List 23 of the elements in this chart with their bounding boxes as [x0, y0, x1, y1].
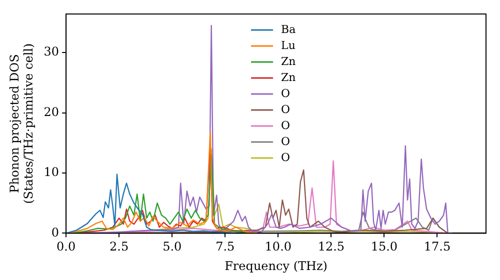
x-tick-label: 17.5 — [424, 240, 451, 254]
x-tick-label: 15.0 — [370, 240, 398, 254]
legend-label: O — [281, 102, 290, 116]
legend-label: O — [281, 150, 290, 164]
x-tick-label: 0.0 — [56, 240, 76, 254]
legend-label: O — [281, 86, 290, 100]
legend-label: O — [281, 134, 290, 148]
legend-label: Lu — [281, 38, 296, 52]
y-tick-label: 10 — [44, 165, 60, 180]
y-tick-label: 30 — [44, 44, 60, 59]
legend-label: Zn — [281, 54, 296, 68]
x-tick-label: 2.5 — [110, 240, 129, 254]
x-axis-title: Frequency (THz) — [224, 258, 328, 273]
x-tick-label: 12.5 — [318, 240, 345, 254]
y-axis-title: Phonon projected DOS (States/THz·primitive cell) — [7, 43, 36, 204]
x-tick-label: 7.5 — [216, 240, 235, 254]
x-tick-label: 5.0 — [162, 240, 182, 254]
y-tick-label: 20 — [44, 104, 60, 119]
y-tick-label: 0 — [51, 225, 60, 240]
legend-label: Ba — [281, 22, 296, 36]
legend-label: Zn — [281, 70, 296, 84]
legend-label: O — [281, 118, 290, 132]
x-tick-label: 10.0 — [264, 240, 292, 254]
